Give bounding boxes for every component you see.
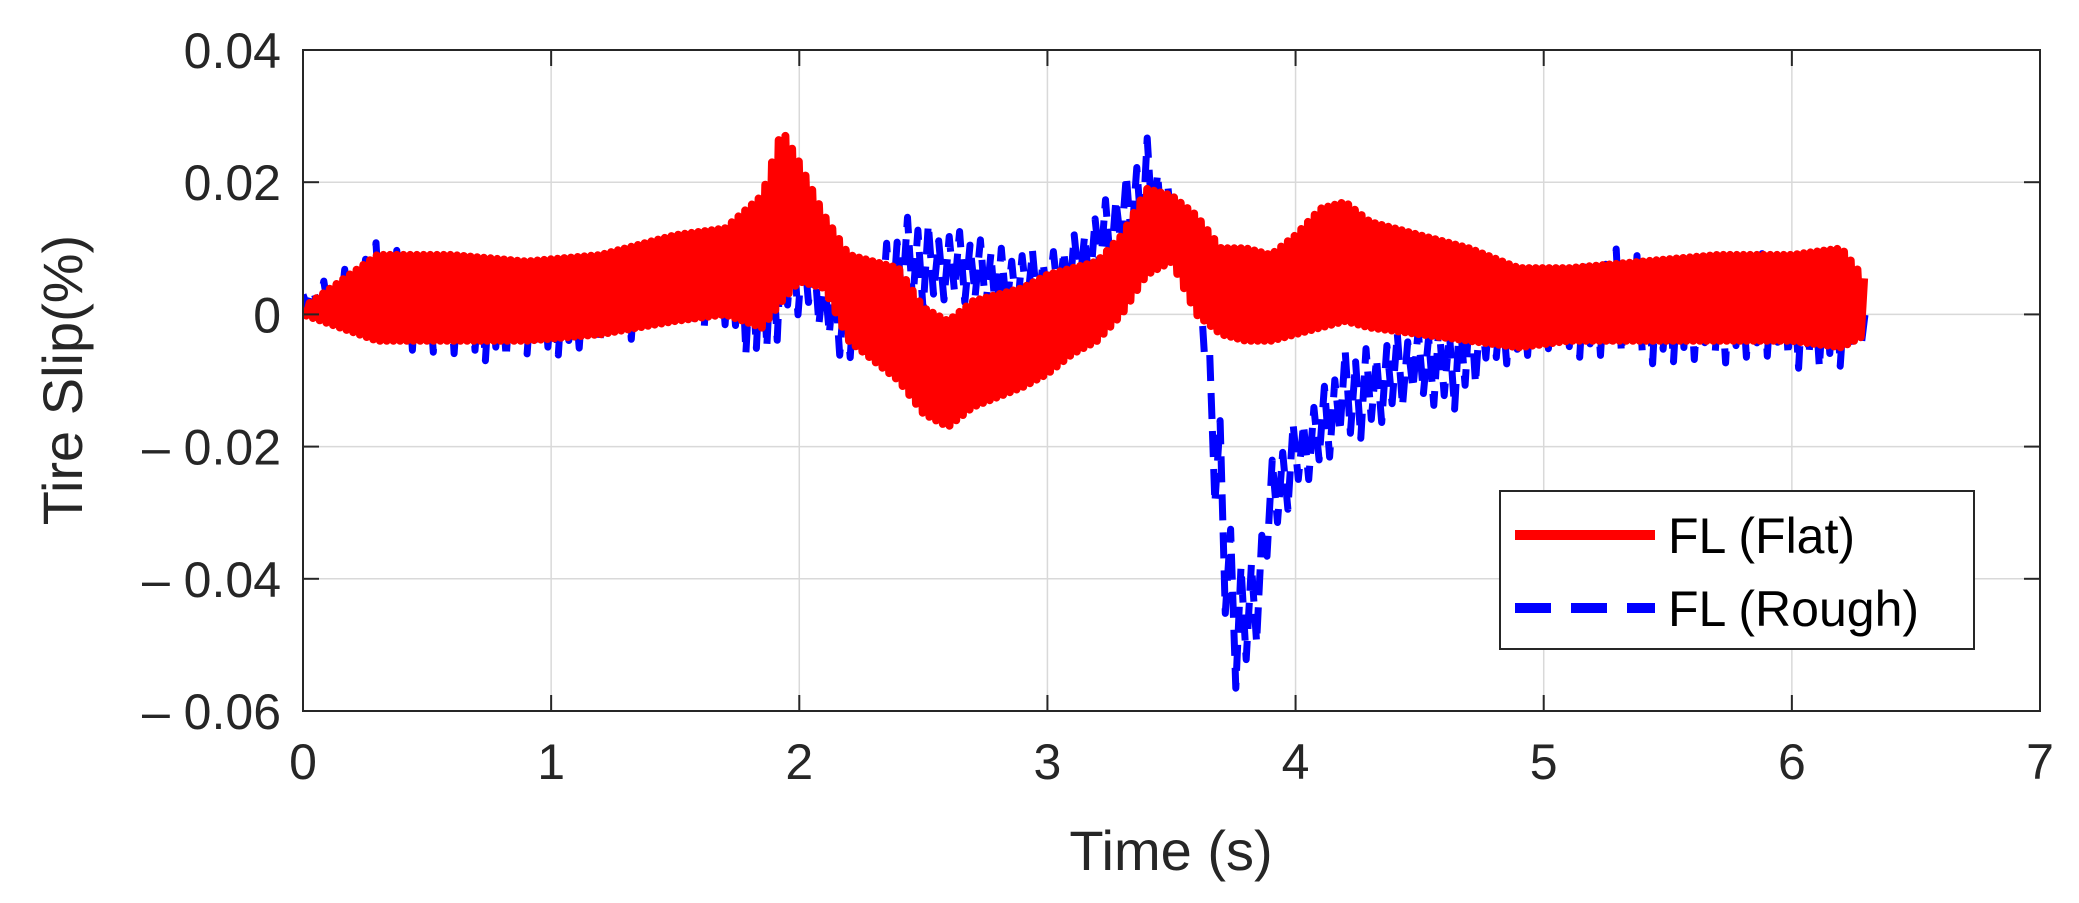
y-tick-label: 0 bbox=[253, 287, 281, 343]
x-tick-label: 4 bbox=[1282, 734, 1310, 790]
legend-box bbox=[1499, 490, 1975, 650]
y-tick-label: – 0.06 bbox=[142, 684, 281, 740]
series-lines bbox=[303, 131, 1870, 692]
x-tick-label: 2 bbox=[785, 734, 813, 790]
legend-label-rough: FL (Rough) bbox=[1668, 581, 1919, 637]
x-tick-label: 1 bbox=[537, 734, 565, 790]
x-tick-label: 6 bbox=[1778, 734, 1806, 790]
x-tick-label: 5 bbox=[1530, 734, 1558, 790]
y-tick-labels: 0.04 0.02 0 – 0.02 – 0.04 – 0.06 bbox=[142, 23, 281, 740]
x-tick-label: 7 bbox=[2026, 734, 2054, 790]
y-tick-label: 0.04 bbox=[184, 23, 281, 79]
x-axis-title: Time (s) bbox=[1069, 819, 1272, 882]
y-axis-title: Tire Slip(%) bbox=[31, 235, 94, 525]
x-tick-label: 0 bbox=[289, 734, 317, 790]
y-tick-label: – 0.02 bbox=[142, 420, 281, 476]
y-tick-label: 0.02 bbox=[184, 155, 281, 211]
axes-box bbox=[302, 49, 2041, 712]
series-line-flat bbox=[303, 131, 1869, 430]
axis-ticks bbox=[302, 49, 2041, 712]
legend-label-flat: FL (Flat) bbox=[1668, 508, 1855, 564]
y-tick-label: – 0.04 bbox=[142, 552, 281, 608]
legend: FL (Flat) FL (Rough) bbox=[1499, 490, 1975, 650]
x-tick-label: 3 bbox=[1034, 734, 1062, 790]
x-tick-labels: 0 1 2 3 4 5 6 7 bbox=[289, 734, 2054, 790]
